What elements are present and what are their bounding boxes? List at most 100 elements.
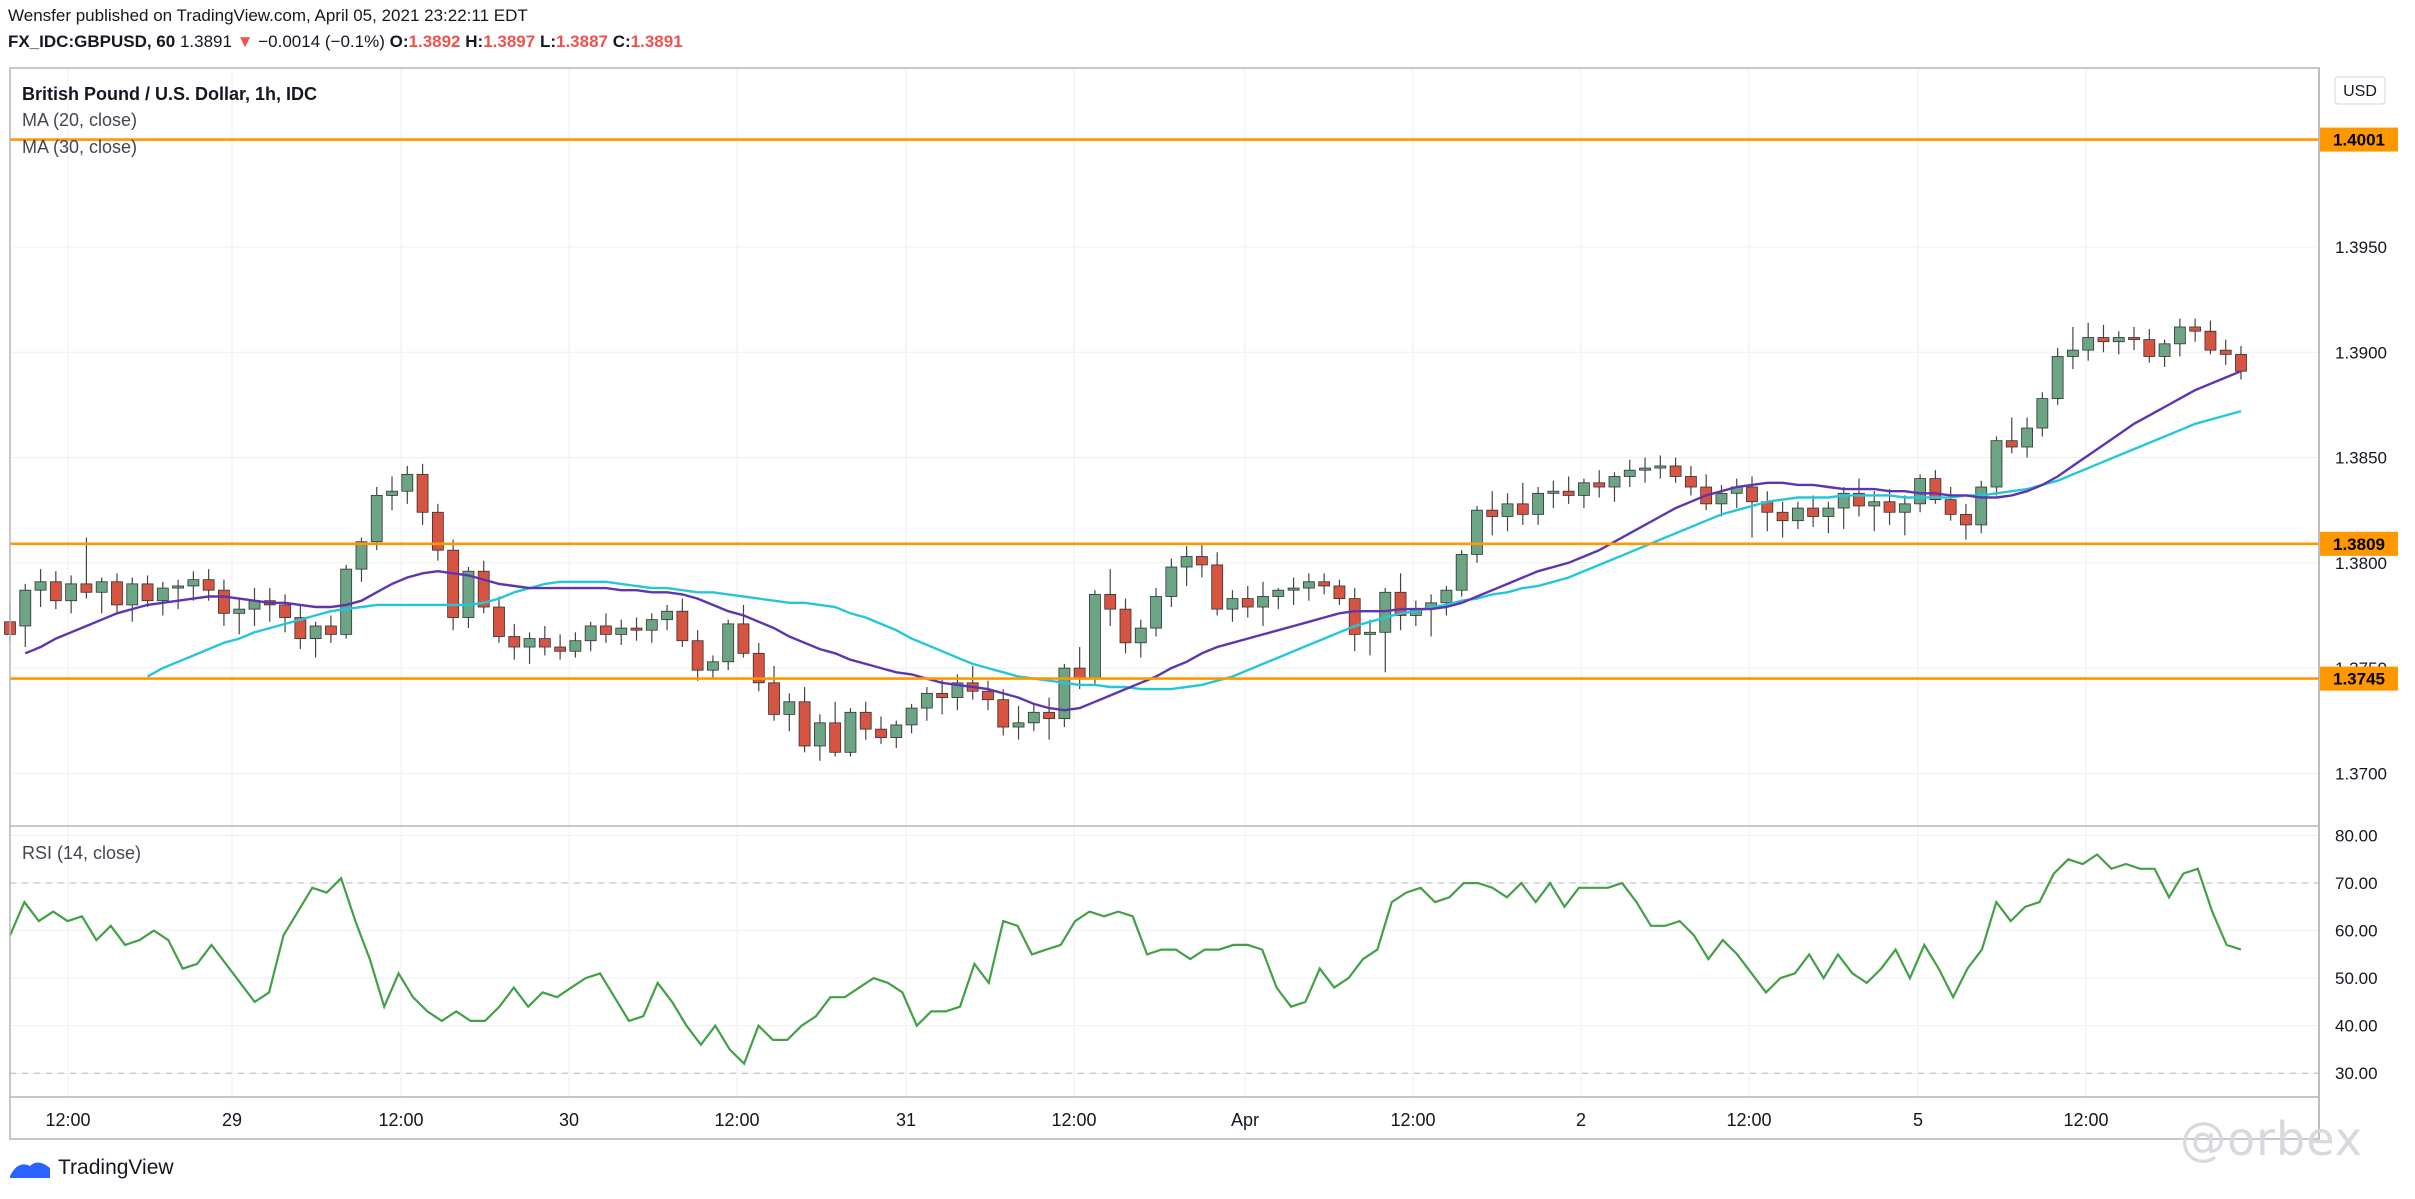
candle: [1333, 579, 1346, 605]
time-tick-label: 12:00: [1051, 1110, 1096, 1130]
candle: [141, 575, 154, 608]
candle: [111, 573, 123, 614]
candle: [1700, 474, 1713, 511]
candle: [1165, 558, 1178, 608]
candle: [1211, 552, 1224, 616]
candle: [80, 537, 93, 599]
candle: [2143, 329, 2156, 363]
currency-badge[interactable]: USD: [2334, 76, 2386, 105]
candle: [218, 579, 230, 626]
candle: [1944, 487, 1957, 521]
candle: [1226, 590, 1239, 622]
candle: [1287, 577, 1300, 605]
ma20-line: [24, 370, 2242, 712]
candle: [1669, 457, 1682, 483]
candle: [416, 463, 429, 525]
level-label: 1.3745: [2333, 670, 2385, 689]
candle: [431, 503, 444, 561]
candle: [890, 720, 903, 749]
candle: [2219, 339, 2232, 365]
candle: [1623, 459, 1636, 488]
candle: [813, 714, 826, 761]
candle: [1409, 600, 1422, 626]
candle: [1425, 594, 1438, 637]
candle: [1776, 501, 1789, 538]
candle: [324, 615, 337, 643]
time-tick-label: 2: [1576, 1110, 1586, 1130]
candle: [920, 687, 933, 721]
candle: [768, 665, 780, 721]
rsi-axis[interactable]: 30.00 40.00 50.00 60.00 70.00 80.00: [2335, 827, 2378, 1084]
candle: [401, 465, 414, 504]
candle: [1241, 585, 1254, 618]
candle: [2082, 322, 2095, 361]
candle: [1898, 495, 1911, 536]
candle: [661, 604, 673, 631]
ma30-line: [146, 410, 2242, 691]
candle: [340, 564, 353, 639]
legend-title: British Pound / U.S. Dollar, 1h, IDC: [22, 84, 317, 104]
candle: [997, 689, 1010, 736]
candle: [2112, 331, 2125, 355]
candle: [1058, 663, 1071, 728]
candle: [844, 708, 857, 757]
footer-brand[interactable]: TradingView: [8, 1156, 174, 1180]
candle: [370, 487, 383, 551]
candle: [508, 623, 521, 660]
candle: [1516, 482, 1529, 525]
candle: [2189, 318, 2202, 342]
legend-rsi: RSI (14, close): [22, 843, 141, 863]
candle: [493, 596, 505, 643]
time-tick-label: 12:00: [1390, 1110, 1435, 1130]
time-axis[interactable]: 12:00 29 12:00 30 12:00 31 12:00 Apr 12:00 2 12:00…: [45, 1110, 2108, 1130]
candle: [386, 476, 398, 511]
horizontal-levels[interactable]: [10, 138, 2319, 680]
candle: [982, 680, 994, 711]
price-tick-label: 1.3850: [2335, 449, 2387, 468]
time-tick-label: 12:00: [45, 1110, 90, 1130]
candle: [1990, 436, 2003, 496]
candle: [1073, 647, 1086, 690]
candle: [1960, 503, 1972, 540]
candle: [783, 693, 796, 732]
candle: [2097, 324, 2110, 353]
candle: [691, 630, 704, 681]
candle: [1455, 550, 1468, 597]
high-value: 1.3897: [483, 32, 536, 51]
candle: [1104, 569, 1117, 626]
level-label: 1.4001: [2333, 131, 2385, 150]
low-value: 1.3887: [555, 32, 608, 51]
publisher-line: Wensfer published on TradingView.com, Ap…: [8, 6, 528, 25]
candle: [630, 617, 643, 641]
candle: [936, 678, 949, 715]
candle: [584, 621, 597, 652]
candle: [263, 588, 276, 622]
rsi-tick-label: 40.00: [2335, 1017, 2378, 1036]
candle: [676, 598, 689, 648]
rsi-tick-label: 60.00: [2335, 922, 2378, 941]
price-tick-label: 1.3800: [2335, 554, 2387, 573]
rsi-bands: [10, 882, 2319, 1074]
candle: [905, 703, 918, 734]
candle: [1394, 573, 1407, 631]
symbol-name[interactable]: FX_IDC:GBPUSD, 60: [8, 32, 176, 51]
candle: [49, 571, 62, 610]
price-change: −0.0014 (−0.1%): [258, 32, 385, 51]
candle: [859, 701, 872, 740]
time-tick-label: 12:00: [1726, 1110, 1771, 1130]
candle: [875, 716, 887, 744]
candle: [1027, 703, 1040, 732]
candle: [2173, 318, 2186, 357]
legend-ma20: MA (20, close): [22, 110, 137, 130]
time-tick-label: 30: [559, 1110, 579, 1130]
candle: [1119, 598, 1132, 654]
candle: [951, 674, 964, 711]
candle: [2051, 348, 2064, 405]
candle: [2036, 392, 2049, 437]
candle: [2005, 417, 2018, 454]
candle: [1196, 543, 1208, 578]
candle: [1043, 697, 1055, 740]
footer-brand-label: TradingView: [58, 1156, 174, 1179]
